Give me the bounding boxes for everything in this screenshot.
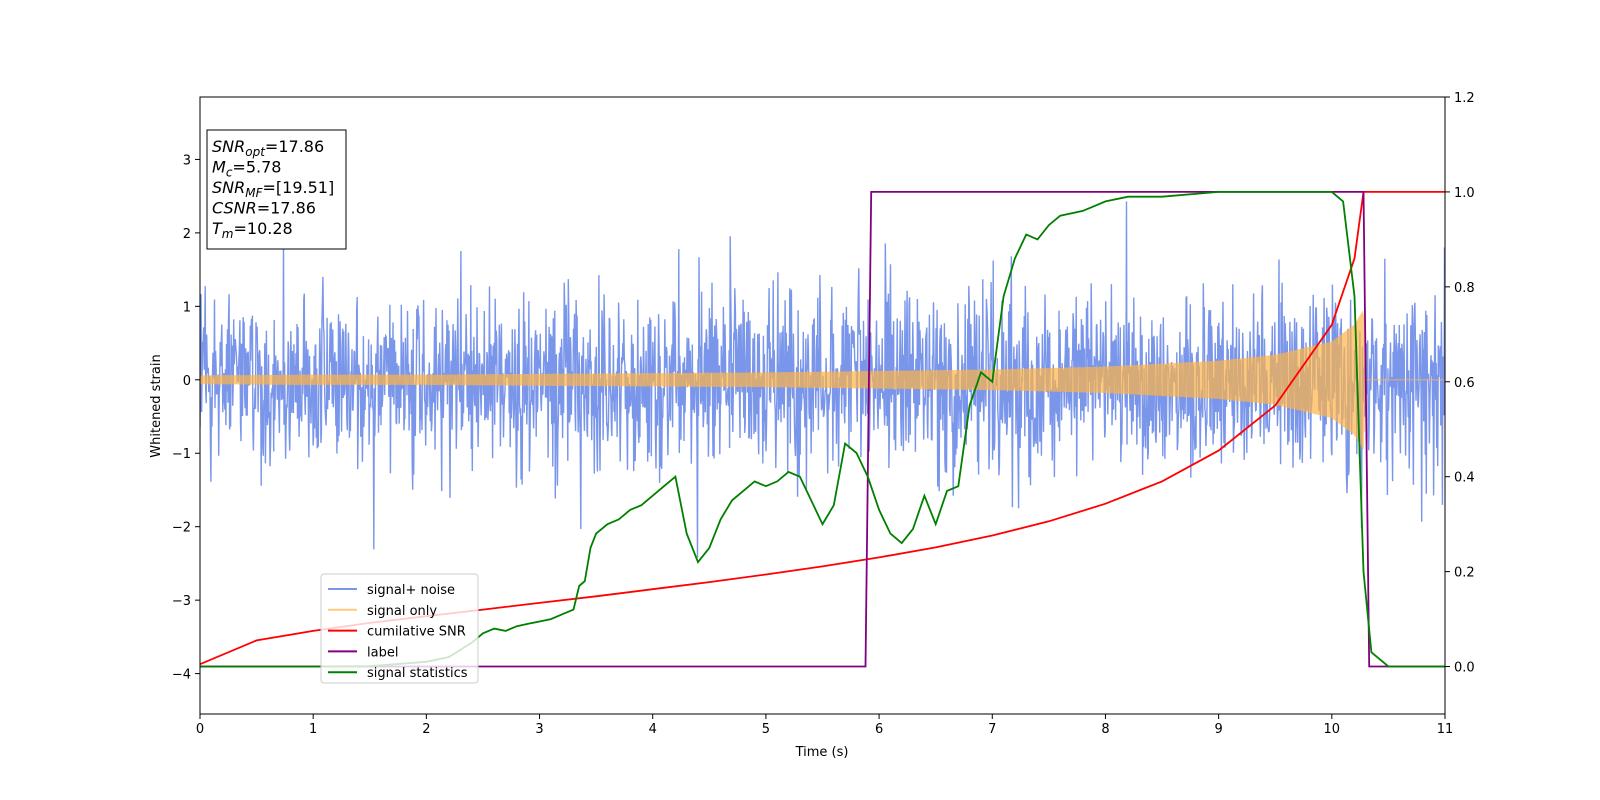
info-box-frame [206,129,347,250]
info-line: SNRMF=[19.51] [212,178,334,200]
legend-label: signal only [367,604,437,619]
info-line: Mc=5.78 [212,158,281,180]
y-tick-label: 3 [183,153,191,168]
x-tick-label: 5 [762,722,770,737]
x-tick-label: 9 [1214,722,1222,737]
x-axis-ticks: 0 1 2 3 4 5 6 7 8 9 10 11 [196,714,1453,737]
info-line: CSNR=17.86 [212,199,316,218]
y-tick-label: 1 [183,300,191,315]
y-tick-label: −2 [172,521,191,536]
x-tick-label: 11 [1437,722,1454,737]
y2-axis-ticks: 1.2 1.0 0.8 0.6 0.4 0.2 0.0 [1445,91,1475,676]
plot-frame [199,96,1446,715]
y-tick-label: 0 [183,374,191,389]
x-tick-label: 2 [422,722,430,737]
x-tick-label: 10 [1324,722,1341,737]
legend-label: label [367,645,398,660]
y2-tick-label: 0.2 [1454,566,1475,581]
info-line: SNRopt=17.86 [212,137,324,159]
label-line [200,190,1445,668]
y2-tick-label: 0.4 [1454,471,1475,486]
info-box: SNRopt=17.86Mc=5.78SNRMF=[19.51]CSNR=17.… [206,129,347,250]
y-axis-ticks: 3 2 1 0 −1 −2 −3 −4 [172,153,200,683]
signal-only-line [200,311,1445,450]
x-tick-label: 4 [649,722,657,737]
legend-label: signal+ noise [367,583,455,598]
x-tick-label: 8 [1101,722,1109,737]
y-tick-label: 2 [183,227,191,242]
x-tick-label: 3 [535,722,543,737]
y2-tick-label: 0.8 [1454,281,1475,296]
y2-tick-label: 0.0 [1454,661,1475,676]
y-tick-label: −1 [172,447,191,462]
x-tick-label: 1 [309,722,317,737]
x-axis-label: Time (s) [795,745,849,760]
info-line: Tm=10.28 [212,219,293,241]
signal-noise-series [200,201,1445,558]
x-tick-label: 7 [988,722,996,737]
legend-frame [320,573,479,684]
legend: signal+ noise signal only cumilative SNR la… [320,573,479,684]
signal-only-series [200,311,1445,450]
signal-noise-line [200,201,1445,558]
x-tick-label: 6 [875,722,883,737]
y-tick-label: −4 [172,668,191,683]
x-tick-label: 0 [196,722,204,737]
legend-label: cumilative SNR [367,625,466,640]
y2-tick-label: 1.0 [1454,186,1475,201]
y2-tick-label: 1.2 [1454,91,1475,106]
y-tick-label: −3 [172,594,191,609]
legend-label: signal statistics [367,666,468,681]
signal-statistics-line [200,190,1445,668]
y-axis-label: Whitened strain [149,354,164,457]
y2-tick-label: 0.6 [1454,376,1475,391]
